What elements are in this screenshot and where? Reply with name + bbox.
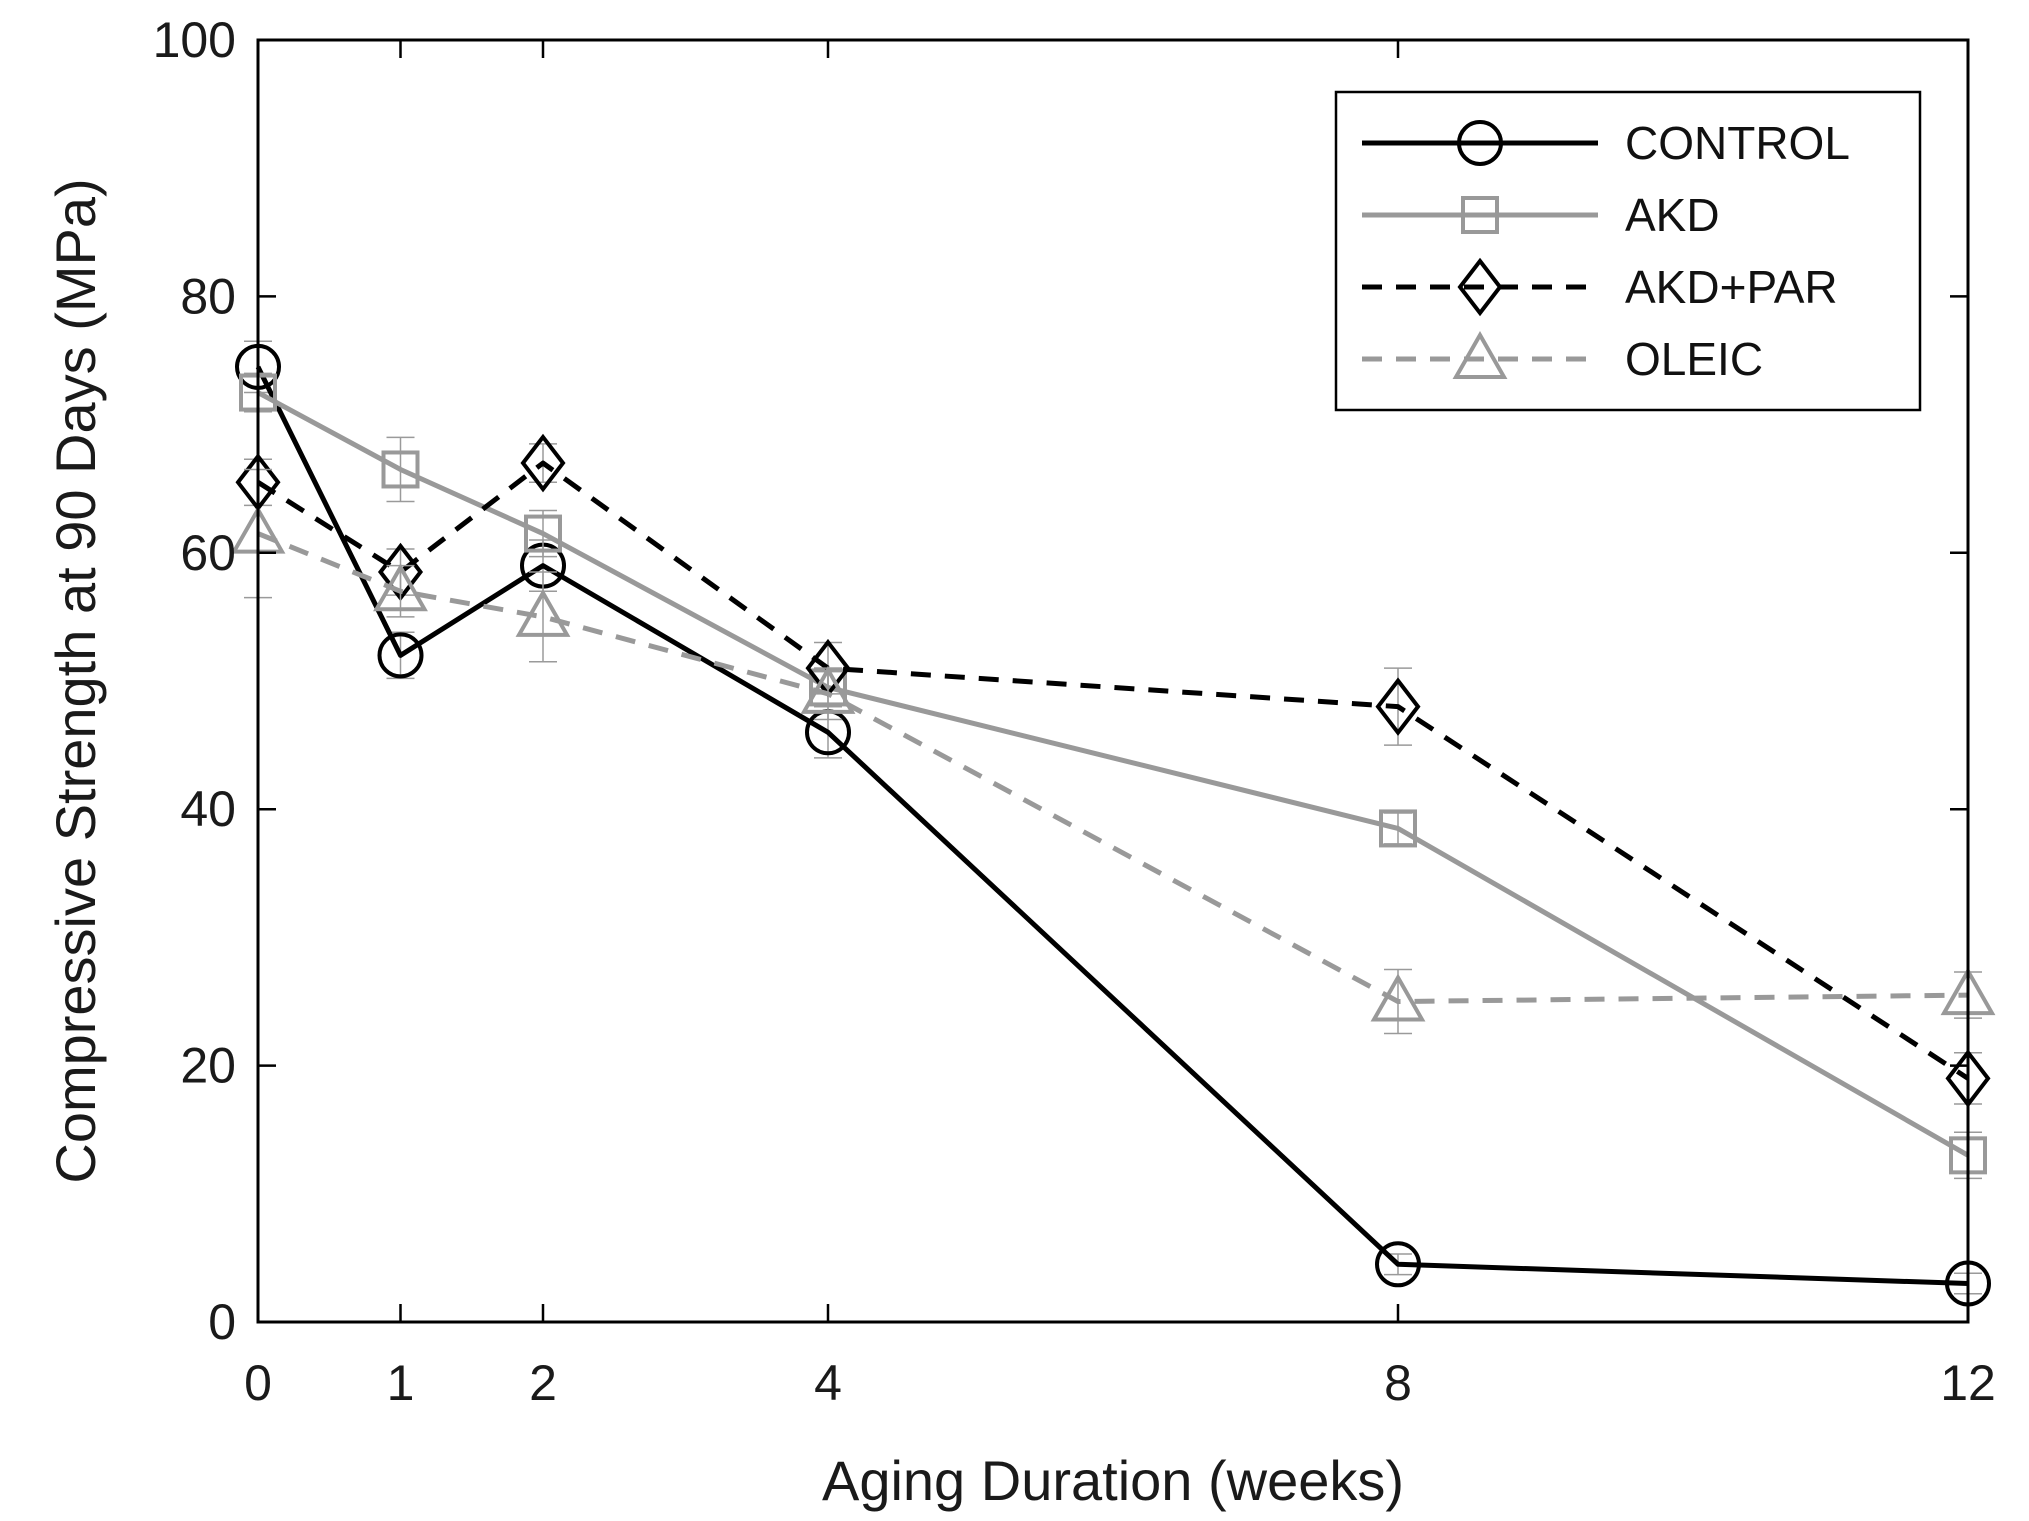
y-tick-label: 60 bbox=[180, 525, 236, 581]
legend-marker-control bbox=[1457, 120, 1503, 166]
legend: CONTROL AKD AKD+PAR OLEIC bbox=[1334, 90, 1922, 412]
data-point-control bbox=[1375, 1241, 1421, 1288]
data-point-oleic bbox=[373, 563, 428, 612]
y-tick-label: 20 bbox=[180, 1038, 236, 1094]
data-point-oleic bbox=[1370, 973, 1426, 1022]
x-tick-label: 4 bbox=[814, 1355, 842, 1411]
y-tick-label: 0 bbox=[208, 1294, 236, 1350]
y-tick-label: 40 bbox=[180, 781, 236, 837]
data-point-akd bbox=[524, 514, 562, 553]
data-point-oleic bbox=[800, 665, 856, 714]
data-point-akd bbox=[1379, 809, 1417, 848]
legend-label-akd: AKD bbox=[1625, 189, 1720, 241]
y-tick-label: 80 bbox=[180, 268, 236, 324]
series-line-oleic bbox=[257, 531, 1969, 1004]
data-point-oleic bbox=[515, 588, 571, 637]
x-tick-label: 0 bbox=[244, 1355, 272, 1411]
x-tick-label: 8 bbox=[1384, 1355, 1412, 1411]
legend-label-akd-par: AKD+PAR bbox=[1625, 261, 1838, 313]
series-line-akd-par bbox=[256, 460, 1970, 1081]
legend-label-control: CONTROL bbox=[1625, 117, 1850, 169]
series-line-akd bbox=[256, 390, 1970, 1158]
data-point-control bbox=[377, 632, 424, 679]
legend-marker-oleic bbox=[1452, 330, 1508, 379]
series-akd bbox=[239, 372, 1987, 1180]
x-tick-label: 12 bbox=[1940, 1355, 1996, 1411]
x-axis-label: Aging Duration (weeks) bbox=[822, 1449, 1404, 1512]
y-tick-label: 100 bbox=[153, 12, 236, 68]
legend-label-oleic: OLEIC bbox=[1625, 333, 1763, 385]
data-point-akd-par bbox=[520, 433, 566, 493]
x-tick-label: 2 bbox=[529, 1355, 557, 1411]
x-tick-label: 1 bbox=[387, 1355, 415, 1411]
series-oleic bbox=[230, 468, 1996, 1035]
plot-frame bbox=[256, 38, 1970, 1324]
legend-marker-akd bbox=[1461, 196, 1499, 234]
legend-marker-akd-par bbox=[1457, 257, 1503, 317]
data-point-akd-par bbox=[1375, 677, 1421, 736]
y-axis-label: Compressive Strength at 90 Days (MPa) bbox=[44, 178, 107, 1183]
data-point-akd bbox=[381, 450, 420, 489]
